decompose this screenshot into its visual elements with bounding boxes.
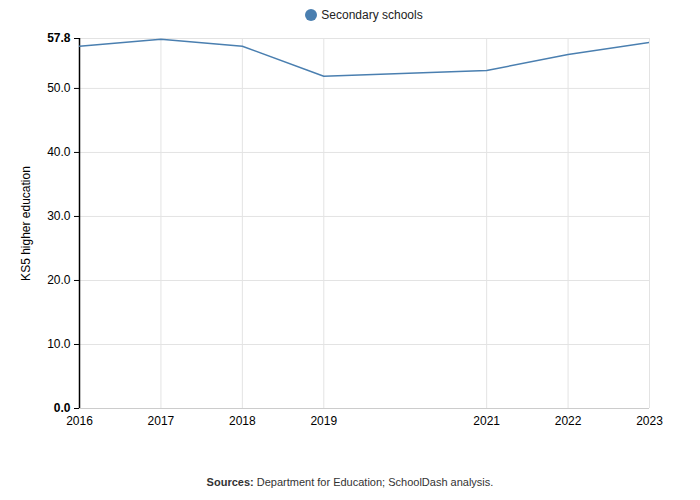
svg-text:40.0: 40.0: [47, 145, 71, 159]
svg-text:2021: 2021: [473, 414, 500, 428]
svg-text:2018: 2018: [229, 414, 256, 428]
svg-text:2016: 2016: [66, 414, 93, 428]
svg-text:2019: 2019: [310, 414, 337, 428]
svg-text:50.0: 50.0: [47, 81, 71, 95]
svg-text:57.8: 57.8: [47, 31, 71, 45]
svg-text:20.0: 20.0: [47, 273, 71, 287]
svg-text:0.0: 0.0: [53, 401, 71, 416]
svg-text:2022: 2022: [555, 414, 582, 428]
svg-text:2017: 2017: [148, 414, 175, 428]
html-text:Secondary schools: Secondary schools: [321, 8, 423, 22]
svg-text:10.0: 10.0: [47, 337, 71, 351]
svg-text:KS5 higher education: KS5 higher education: [19, 166, 33, 281]
svg-text:2023: 2023: [636, 414, 663, 428]
html-text:Sources: Department for Educat: Sources: Department for Education; Schoo…: [206, 476, 494, 488]
svg-text:30.0: 30.0: [47, 209, 71, 223]
